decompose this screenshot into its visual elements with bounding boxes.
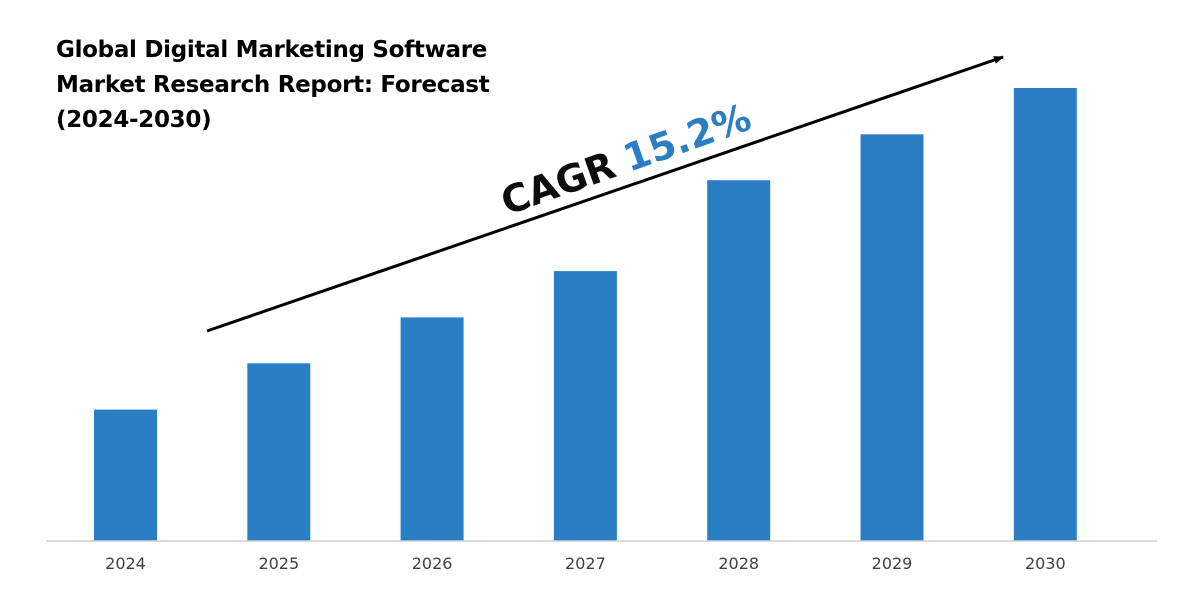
x-tick-label: 2026 xyxy=(412,554,453,573)
bar-2025 xyxy=(247,363,311,541)
chart-title-line-2: Market Research Report: Forecast xyxy=(56,72,490,98)
bar-2028 xyxy=(707,180,771,541)
x-tick-label: 2027 xyxy=(565,554,606,573)
trend-arrow xyxy=(206,55,1004,333)
x-tick-label: 2025 xyxy=(258,554,299,573)
bar-2026 xyxy=(400,317,464,541)
x-tick-labels: 2024 2025 2026 2027 2028 2029 2030 xyxy=(105,554,1066,573)
bars-group xyxy=(94,88,1077,542)
bar-2027 xyxy=(553,271,617,541)
x-tick-label: 2030 xyxy=(1025,554,1066,573)
chart-title-line-1: Global Digital Marketing Software xyxy=(56,37,488,63)
bar-2029 xyxy=(860,134,924,542)
x-tick-label: 2024 xyxy=(105,554,146,573)
chart-title-line-3: (2024-2030) xyxy=(56,107,212,133)
bar-2024 xyxy=(94,409,157,541)
x-tick-label: 2028 xyxy=(718,554,759,573)
x-tick-label: 2029 xyxy=(872,554,913,573)
bar-2030 xyxy=(1013,88,1077,541)
